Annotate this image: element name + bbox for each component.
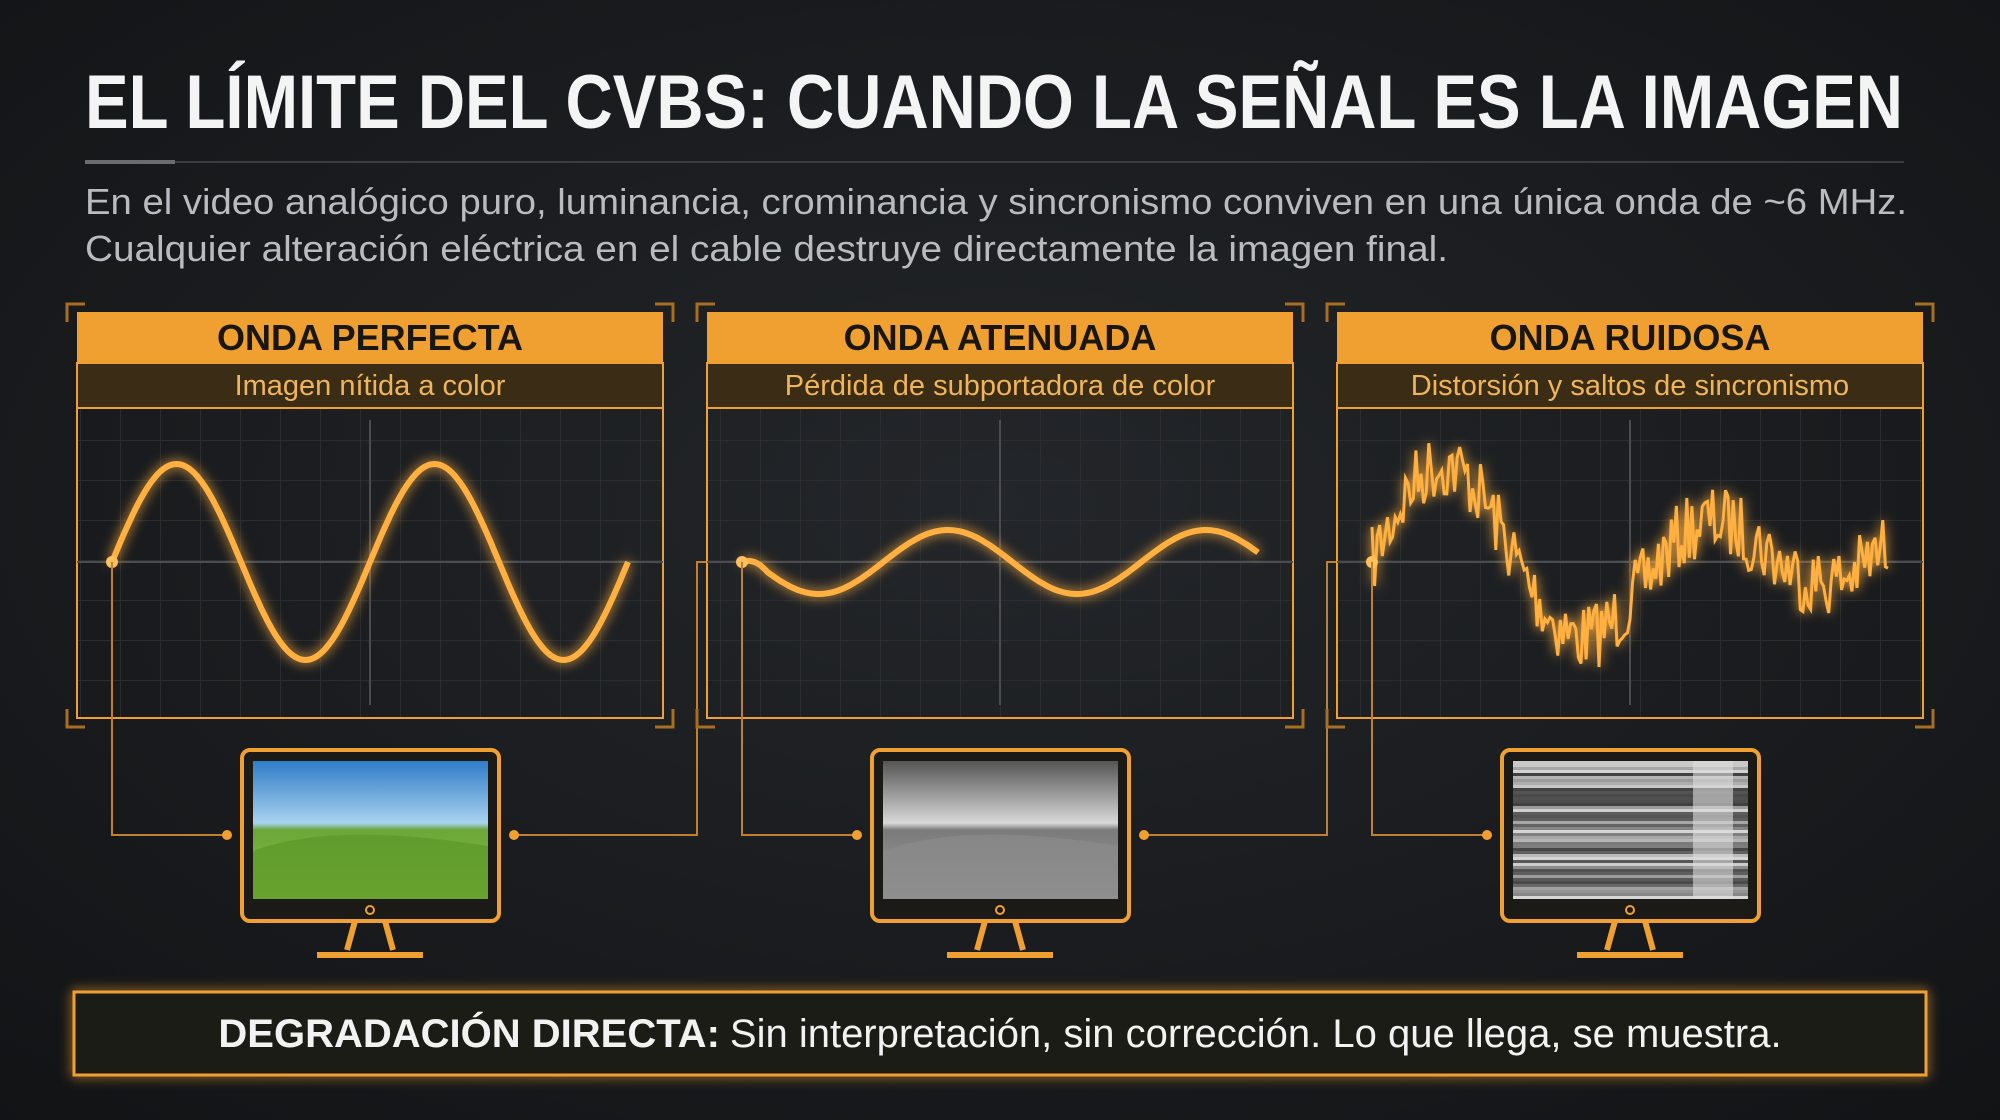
static-band xyxy=(1513,812,1748,815)
static-band xyxy=(1513,836,1748,839)
panel: ONDA PERFECTA Imagen nítida a color xyxy=(65,302,742,958)
monitor-dot xyxy=(365,905,375,915)
monitor-stand xyxy=(947,920,1053,958)
static-band xyxy=(1513,800,1748,803)
title: EL LÍMITE DEL CVBS: CUANDO LA SEÑAL ES L… xyxy=(85,60,1903,145)
footer-body: Sin interpretación, sin corrección. Lo q… xyxy=(730,1012,1782,1056)
static-band xyxy=(1513,767,1748,770)
glitch xyxy=(1693,761,1733,899)
static-band xyxy=(1513,821,1748,824)
static-band xyxy=(1513,848,1748,851)
static-band xyxy=(1513,884,1748,887)
panel-title: ONDA ATENUADA xyxy=(844,317,1157,358)
static-band xyxy=(1513,788,1748,791)
static-band xyxy=(1513,794,1748,797)
panel: ONDA RUIDOSA Distorsión y saltos de sincr… xyxy=(1325,302,1935,958)
monitor-dot xyxy=(1625,905,1635,915)
static-band xyxy=(1513,854,1748,857)
connector-node xyxy=(509,830,519,840)
static-band xyxy=(1513,803,1748,806)
static-band xyxy=(1513,824,1748,827)
waveform xyxy=(741,527,1260,597)
bracket xyxy=(1325,302,1935,729)
connector xyxy=(741,562,857,836)
static-band xyxy=(1513,893,1748,896)
static-band xyxy=(1513,782,1748,785)
panel-subtitle: Pérdida de subportadora de color xyxy=(785,370,1216,402)
static-band xyxy=(1513,842,1748,845)
footer-text: DEGRADACIÓN DIRECTA: Sin interpretación, … xyxy=(218,1010,1781,1056)
static-band xyxy=(1513,857,1748,860)
static-band xyxy=(1513,866,1748,869)
static-band xyxy=(1513,785,1748,788)
panel-header xyxy=(77,312,663,363)
static-band xyxy=(1513,770,1748,773)
connector xyxy=(111,562,227,836)
waveform xyxy=(109,460,631,664)
static-band xyxy=(1513,830,1748,833)
static-band xyxy=(1513,887,1748,890)
static-band xyxy=(1513,872,1748,875)
panels: ONDA PERFECTA Imagen nítida a color ONDA A… xyxy=(65,302,1935,958)
description-line: En el video analógico puro, luminancia, … xyxy=(85,181,1907,222)
monitor-dot xyxy=(995,905,1005,915)
static-band xyxy=(1513,818,1748,821)
static-band xyxy=(1513,845,1748,848)
panel-header xyxy=(1337,312,1923,363)
static-band xyxy=(1513,764,1748,767)
connector xyxy=(1371,562,1487,836)
bracket xyxy=(65,302,675,729)
connector-node xyxy=(222,830,232,840)
connector-node xyxy=(852,830,862,840)
static-band xyxy=(1513,776,1748,779)
static-band xyxy=(1513,797,1748,800)
static-band xyxy=(1513,815,1748,818)
footer-banner xyxy=(72,990,1928,1077)
panel-subheader xyxy=(1336,362,1924,409)
waveform xyxy=(1370,443,1889,668)
panel-header xyxy=(707,312,1293,363)
footer-label: DEGRADACIÓN DIRECTA: xyxy=(218,1010,719,1056)
panel-title: ONDA RUIDOSA xyxy=(1490,317,1771,358)
static-band xyxy=(1513,863,1748,866)
static-band xyxy=(1513,806,1748,809)
panel-subtitle: Imagen nítida a color xyxy=(235,370,506,402)
static-band xyxy=(1513,839,1748,842)
bracket xyxy=(695,302,1305,729)
panel: ONDA ATENUADA Pérdida de subportadora de … xyxy=(695,302,1372,958)
static-band xyxy=(1513,869,1748,872)
hills xyxy=(253,834,488,899)
static-band xyxy=(1513,773,1748,776)
static-band xyxy=(1513,896,1748,899)
panel-subtitle: Distorsión y saltos de sincronismo xyxy=(1411,370,1849,402)
connector-node xyxy=(1139,830,1149,840)
static-band xyxy=(1513,809,1748,812)
static-band xyxy=(1513,761,1748,764)
monitor-stand xyxy=(317,920,423,958)
static-band xyxy=(1513,791,1748,794)
static-band xyxy=(1513,881,1748,884)
static-band xyxy=(1513,890,1748,893)
description-line: Cualquier alteración eléctrica en el cab… xyxy=(85,228,1448,269)
static-band xyxy=(1513,878,1748,881)
static-band xyxy=(1513,851,1748,854)
hills xyxy=(883,834,1118,899)
static-band xyxy=(1513,833,1748,836)
panel-title: ONDA PERFECTA xyxy=(217,317,523,358)
static-band xyxy=(1513,875,1748,878)
connector-node xyxy=(1482,830,1492,840)
static-band xyxy=(1513,779,1748,782)
monitor-stand xyxy=(1577,920,1683,958)
static-band xyxy=(1513,827,1748,830)
static-band xyxy=(1513,860,1748,863)
